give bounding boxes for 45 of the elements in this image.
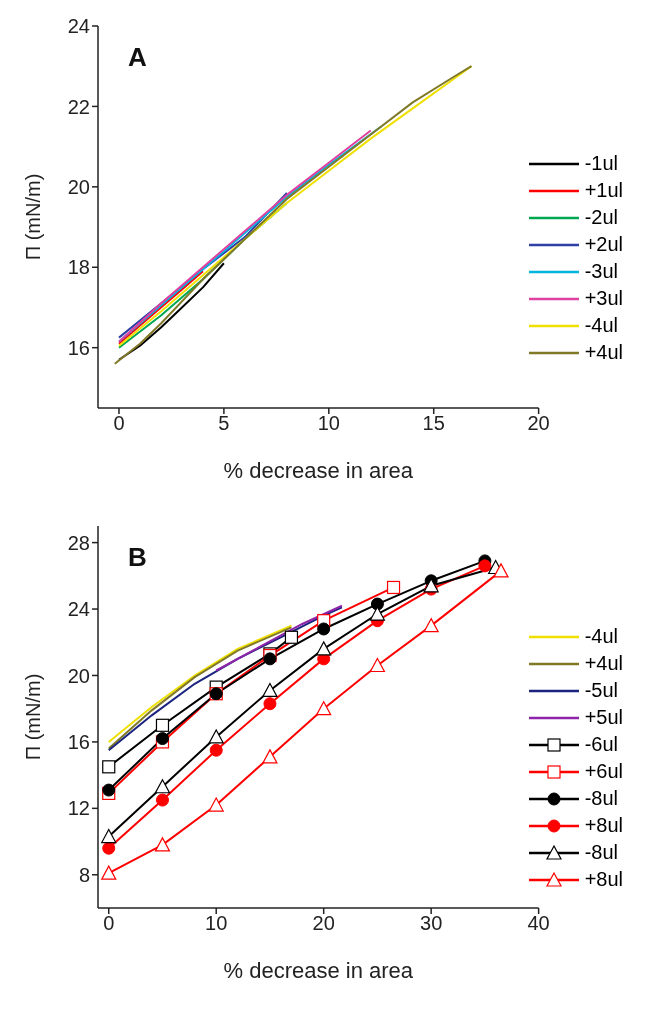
legend-label: +8ul bbox=[584, 814, 623, 837]
y-tick-label: 24 bbox=[67, 598, 90, 621]
x-tick-label: 5 bbox=[218, 412, 230, 435]
y-axis-title: Π (mN/m) bbox=[22, 173, 45, 261]
y-tick-label: 16 bbox=[67, 336, 90, 359]
legend-label: -2ul bbox=[584, 206, 618, 229]
x-axis-title: % decrease in area bbox=[223, 458, 414, 483]
legend-label: +4ul bbox=[584, 652, 623, 675]
legend-label: -5ul bbox=[584, 679, 618, 702]
y-axis-title: Π (mN/m) bbox=[22, 673, 45, 761]
x-tick-label: 10 bbox=[317, 412, 340, 435]
text: A bbox=[128, 42, 147, 72]
x-tick-label: 0 bbox=[103, 912, 115, 935]
legend-label: +8ul bbox=[584, 868, 623, 891]
legend-label: +5ul bbox=[584, 706, 623, 729]
legend-label: -4ul bbox=[584, 625, 618, 648]
x-tick-label: 20 bbox=[312, 912, 335, 935]
text: B bbox=[128, 542, 147, 572]
y-tick-label: 20 bbox=[67, 175, 90, 198]
y-tick-label: 24 bbox=[67, 15, 90, 38]
x-tick-label: 20 bbox=[527, 412, 550, 435]
y-tick-label: 8 bbox=[78, 863, 90, 886]
x-tick-label: 40 bbox=[527, 912, 550, 935]
x-tick-label: 30 bbox=[420, 912, 443, 935]
legend-label: +4ul bbox=[584, 341, 623, 364]
y-tick-label: 16 bbox=[67, 731, 90, 754]
y-tick-label: 18 bbox=[67, 256, 90, 279]
legend-label: -4ul bbox=[584, 314, 618, 337]
x-tick-label: 15 bbox=[422, 412, 445, 435]
legend-label: +6ul bbox=[584, 760, 623, 783]
legend-label: -8ul bbox=[584, 787, 618, 810]
legend-label: -6ul bbox=[584, 733, 618, 756]
y-tick-label: 12 bbox=[67, 797, 90, 820]
legend-label: -1ul bbox=[584, 152, 618, 175]
y-tick-label: 20 bbox=[67, 664, 90, 687]
legend-label: -8ul bbox=[584, 841, 618, 864]
x-tick-label: 10 bbox=[205, 912, 228, 935]
legend-label: -3ul bbox=[584, 260, 618, 283]
y-tick-label: 28 bbox=[67, 531, 90, 554]
x-tick-label: 0 bbox=[113, 412, 125, 435]
y-tick-label: 22 bbox=[67, 95, 90, 118]
legend-label: +1ul bbox=[584, 179, 623, 202]
legend-label: +3ul bbox=[584, 287, 623, 310]
x-axis-title: % decrease in area bbox=[223, 958, 414, 983]
legend-label: +2ul bbox=[584, 233, 623, 256]
